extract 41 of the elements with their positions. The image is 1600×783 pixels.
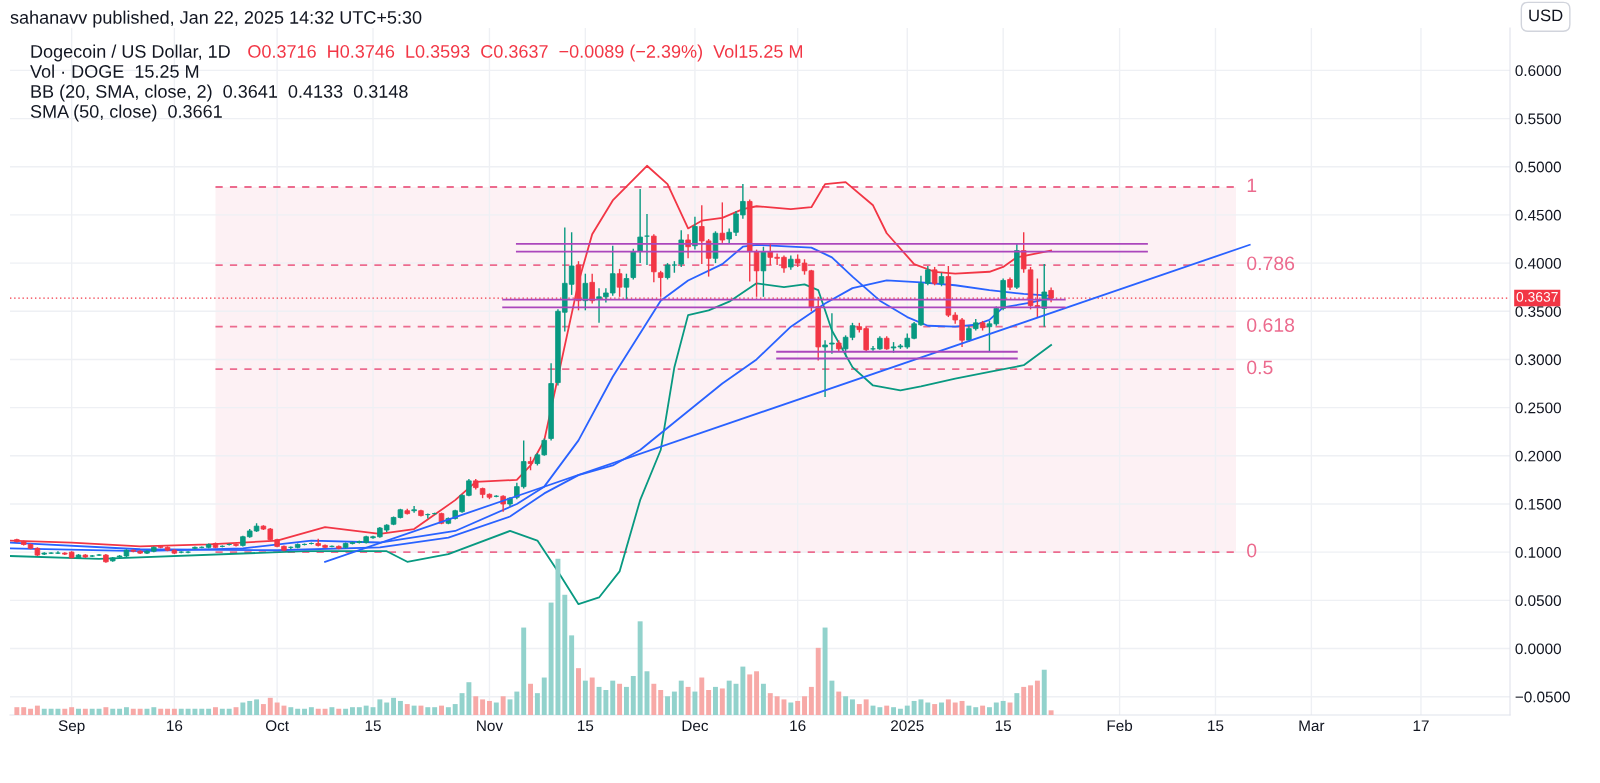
x-tick-label: Sep [58,720,85,735]
annotation: BB (20, SMA, close, 2) 0.3641 0.4133 0.3148 [31,84,408,102]
text: sahanavv published, Jan 22, 2025 14:32 UTC+5:30 [10,10,422,28]
x-tick-label: 16 [167,720,183,732]
y-tick-label: −0.0500 [1515,691,1570,703]
annotation: SMA (50, close) 0.3661 [30,104,222,122]
y-tick-label: 0.5500 [1515,113,1561,125]
ref-line-label: 0.3637 [1516,291,1558,302]
x-tick-label: Feb [1107,719,1133,732]
y-tick-label: 0.6000 [1515,65,1561,77]
x-tick-label: 2025 [891,720,924,732]
y-axis-title: USD [1529,9,1563,22]
x-tick-label: 15 [578,720,594,732]
y-tick-label: 0.1500 [1515,498,1561,510]
y-tick-label: 0.3000 [1515,354,1561,366]
y-tick-label: 0.0000 [1515,643,1561,655]
x-tick-label: 15 [1208,720,1224,732]
annotation: 1 [1247,178,1257,193]
annotation: O0.3716 H0.3746 L0.3593 C0.3637 −0.0089 (−2.39%) Vol15.25 M [248,44,803,62]
x-tick-label: Oct [265,720,289,732]
x-tick-label: 16 [790,720,806,732]
y-tick-label: 0.1000 [1515,547,1561,558]
x-tick-label: Dec [682,720,709,732]
annotation: 0.618 [1247,318,1295,332]
y-tick-label: 0.4500 [1515,209,1561,221]
annotation: 0.786 [1247,256,1295,271]
y-tick-label: 0.5000 [1515,161,1561,173]
annotation: Vol · DOGE 15.25 M [30,64,199,78]
text: Dogecoin / US Dollar, 1D [31,44,230,62]
x-tick-label: 15 [995,720,1012,732]
y-tick-label: 0.2500 [1515,402,1561,414]
x-tick-label: 17 [1413,720,1429,731]
y-tick-label: 0.2000 [1515,450,1561,462]
y-tick-label: 0.3500 [1515,306,1561,317]
x-tick-label: Mar [1299,720,1325,732]
x-tick-label: 15 [365,720,381,732]
annotation: 0.5 [1247,360,1273,375]
x-tick-label: Nov [477,720,503,732]
y-tick-label: 0.4000 [1515,257,1561,269]
annotation: 0 [1247,543,1257,558]
y-tick-label: 0.0500 [1515,595,1561,607]
